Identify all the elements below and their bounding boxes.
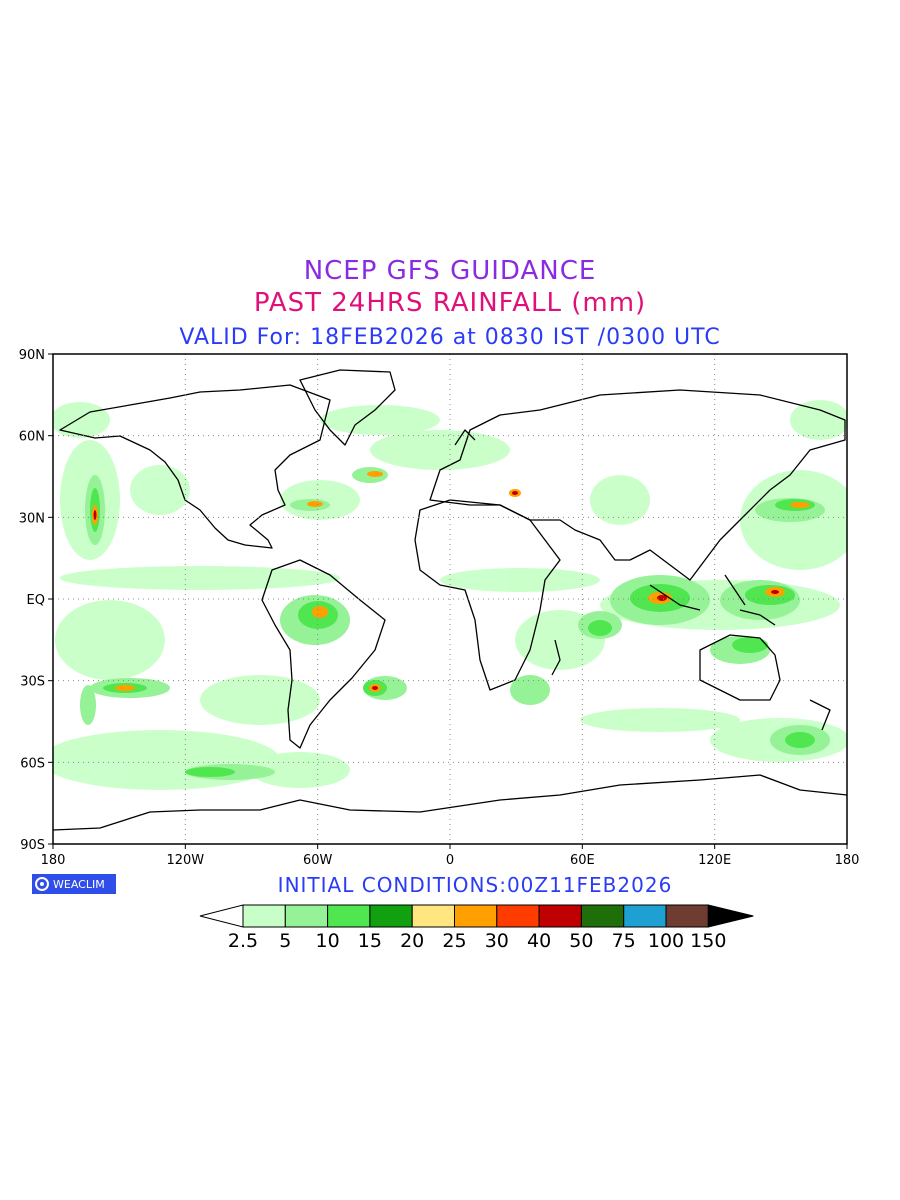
lon-label: 180: [835, 853, 860, 868]
lon-label: 120W: [166, 853, 204, 868]
weaclim-logo-icon: [35, 877, 49, 891]
legend-swatch: [665, 904, 709, 928]
initial-conditions: INITIAL CONDITIONS:00Z11FEB2026: [277, 873, 673, 897]
legend-swatch: [538, 904, 582, 928]
rainfall-field: [53, 400, 847, 790]
legend-label: 150: [690, 930, 726, 952]
lat-label: 90S: [20, 838, 45, 853]
coastlines: [53, 369, 847, 831]
legend-swatch: [369, 904, 413, 928]
latitude-labels: 90N 60N 30N EQ 30S 60S 90S: [19, 348, 45, 853]
legend-swatch: [496, 904, 540, 928]
map-subtitle: PAST 24HRS RAINFALL (mm): [253, 288, 647, 318]
legend-label: 20: [400, 930, 424, 952]
map-title: NCEP GFS GUIDANCE: [303, 256, 597, 286]
weaclim-logo: WEACLIM: [32, 874, 116, 894]
legend-swatch: [284, 904, 329, 928]
legend-swatch: [242, 904, 286, 928]
axis-ticks: [48, 353, 848, 849]
lat-label: 30N: [19, 511, 45, 526]
color-legend: 2.5 5 10 15 20 25 30 40 50 75 100 150: [199, 904, 754, 952]
valid-time: VALID For: 18FEB2026 at 0830 IST /0300 U…: [179, 325, 721, 350]
legend-label: 30: [485, 930, 509, 952]
legend-label: 10: [316, 930, 340, 952]
lon-label: 60E: [570, 853, 595, 868]
lat-label: 30S: [20, 675, 45, 690]
legend-swatch: [454, 904, 498, 928]
legend-label: 15: [358, 930, 382, 952]
lon-label: 0: [446, 853, 454, 868]
legend-under-arrow: [199, 904, 244, 928]
legend-label: 2.5: [228, 930, 258, 952]
lat-label: 60N: [19, 430, 45, 445]
lon-label: 180: [41, 853, 66, 868]
legend-label: 75: [612, 930, 636, 952]
legend-label: 40: [527, 930, 551, 952]
lon-label: 60W: [303, 853, 333, 868]
legend-swatch: [623, 904, 667, 928]
legend-swatch: [411, 904, 456, 928]
legend-label: 25: [442, 930, 466, 952]
legend-swatch: [327, 904, 371, 928]
legend-label: 100: [648, 930, 684, 952]
longitude-labels: 180 120W 60W 0 60E 120E 180: [41, 853, 860, 868]
lat-label: 90N: [19, 348, 45, 363]
legend-label: 50: [569, 930, 593, 952]
legend-label: 5: [279, 930, 291, 952]
lat-label: EQ: [27, 593, 45, 608]
lat-label: 60S: [20, 756, 45, 771]
lat-lon-grid: [53, 354, 847, 844]
legend-over-arrow: [707, 904, 754, 928]
legend-swatch: [580, 904, 625, 928]
weaclim-logo-text: WEACLIM: [53, 877, 105, 891]
lon-label: 120E: [698, 853, 731, 868]
